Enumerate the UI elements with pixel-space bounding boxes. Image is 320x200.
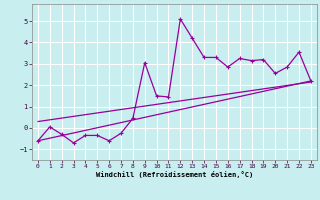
X-axis label: Windchill (Refroidissement éolien,°C): Windchill (Refroidissement éolien,°C) — [96, 171, 253, 178]
